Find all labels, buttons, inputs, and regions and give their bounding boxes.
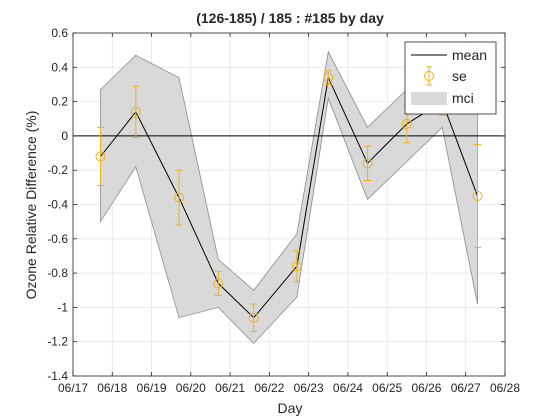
y-tick-label: -0.4 (47, 198, 68, 212)
data-point (248, 312, 259, 323)
x-tick-label: 06/26 (411, 381, 441, 395)
error-bar (248, 303, 259, 332)
y-tick-label: -1.4 (47, 369, 68, 383)
chart-title: (126-185) / 185 : #185 by day (196, 10, 384, 26)
x-tick-label: 06/27 (451, 381, 481, 395)
y-tick-label: 0.4 (51, 60, 68, 74)
data-point (174, 192, 185, 203)
error-bar (130, 85, 141, 139)
y-tick-label: 0.6 (51, 26, 68, 40)
error-bar (95, 126, 106, 187)
ci-band-layer (100, 50, 478, 344)
data-point (472, 190, 483, 201)
data-point (213, 278, 224, 289)
data-point (291, 261, 302, 272)
data-point (130, 106, 141, 117)
error-bar (323, 70, 334, 85)
x-tick-label: 06/24 (333, 381, 363, 395)
legend-mci-swatch (411, 92, 447, 105)
x-tick-label: 06/18 (97, 381, 127, 395)
x-tick-label: 06/21 (215, 381, 245, 395)
y-tick-label: -0.6 (47, 232, 68, 246)
error-bar (362, 145, 373, 181)
data-point (362, 158, 373, 169)
legend-se-swatch (424, 66, 434, 86)
data-point (95, 151, 106, 162)
y-tick-labels: -1.4 -1.2 -1 -0.8 -0.6 -0.4 -0.2 0 0.2 0.4 0.6 (47, 26, 68, 383)
x-tick-label: 06/28 (490, 381, 520, 395)
error-bar (472, 143, 483, 248)
error-bar (213, 270, 224, 296)
legend-mci-label: mci (452, 90, 474, 106)
y-axis-label: Ozone Relative Difference (%) (23, 111, 39, 300)
error-bar (291, 250, 302, 283)
x-tick-label: 06/19 (137, 381, 167, 395)
y-tick-label: -1 (57, 300, 68, 314)
tick-marks (72, 32, 506, 377)
error-bar (174, 169, 185, 226)
ci-band (100, 50, 478, 344)
legend-se-label: se (452, 68, 467, 84)
data-point (323, 72, 334, 83)
y-tick-label: -1.2 (47, 335, 68, 349)
y-tick-label: -0.8 (47, 266, 68, 280)
x-tick-label: 06/17 (58, 381, 88, 395)
data-point (401, 118, 412, 129)
x-axis-label: Day (278, 400, 303, 416)
legend: mean se mci (404, 41, 497, 115)
x-tick-label: 06/25 (372, 381, 402, 395)
y-tick-label: 0.2 (51, 95, 68, 109)
x-tick-labels: 06/17 06/18 06/19 06/20 06/21 06/22 06/23 06/24… (58, 381, 520, 395)
legend-mean-label: mean (452, 47, 487, 63)
x-tick-label: 06/20 (176, 381, 206, 395)
y-tick-label: 0 (61, 129, 68, 143)
x-tick-label: 06/22 (254, 381, 284, 395)
x-tick-label: 06/23 (294, 381, 324, 395)
y-tick-label: -0.2 (47, 163, 68, 177)
error-bar-layer (95, 70, 483, 332)
